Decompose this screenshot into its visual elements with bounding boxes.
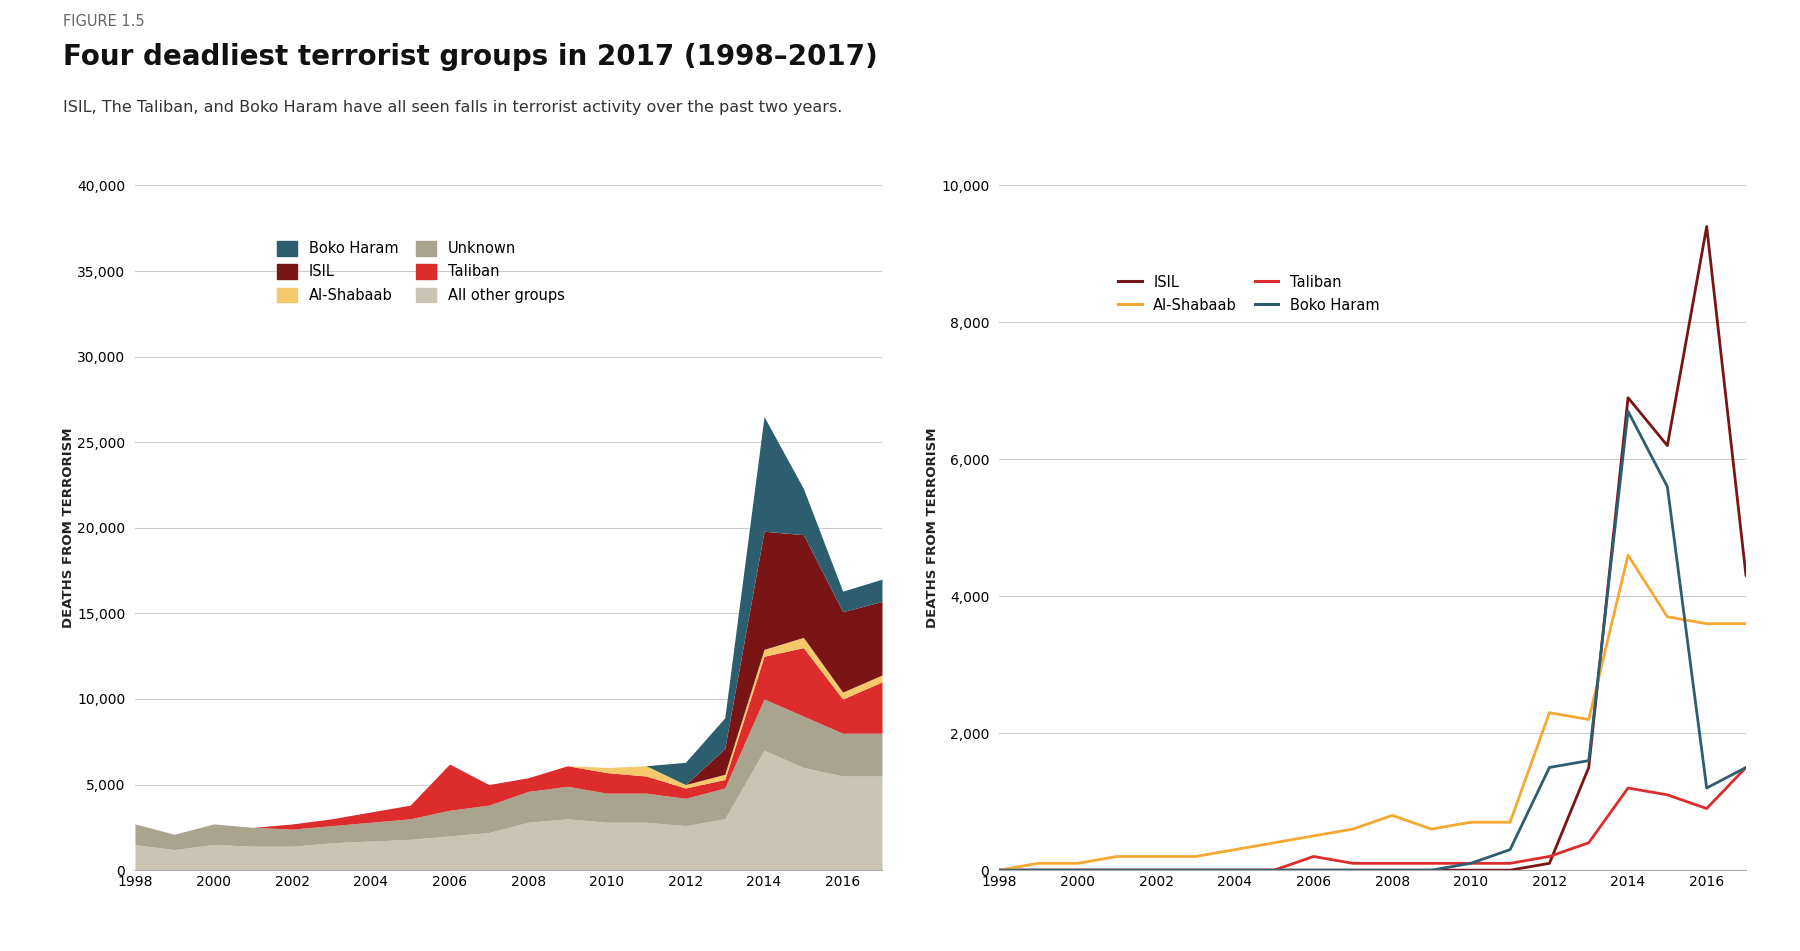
Text: ISIL, The Taliban, and Boko Haram have all seen falls in terrorist activity over: ISIL, The Taliban, and Boko Haram have a… — [63, 100, 842, 115]
Legend: Boko Haram, ISIL, Al-Shabaab, Unknown, Taliban, All other groups: Boko Haram, ISIL, Al-Shabaab, Unknown, T… — [277, 241, 565, 303]
Legend: ISIL, Al-Shabaab, Taliban, Boko Haram: ISIL, Al-Shabaab, Taliban, Boko Haram — [1118, 275, 1379, 313]
Text: Four deadliest terrorist groups in 2017 (1998–2017): Four deadliest terrorist groups in 2017 … — [63, 43, 878, 70]
Y-axis label: DEATHS FROM TERRORISM: DEATHS FROM TERRORISM — [927, 428, 940, 628]
Text: FIGURE 1.5: FIGURE 1.5 — [63, 14, 144, 29]
Y-axis label: DEATHS FROM TERRORISM: DEATHS FROM TERRORISM — [63, 428, 76, 628]
